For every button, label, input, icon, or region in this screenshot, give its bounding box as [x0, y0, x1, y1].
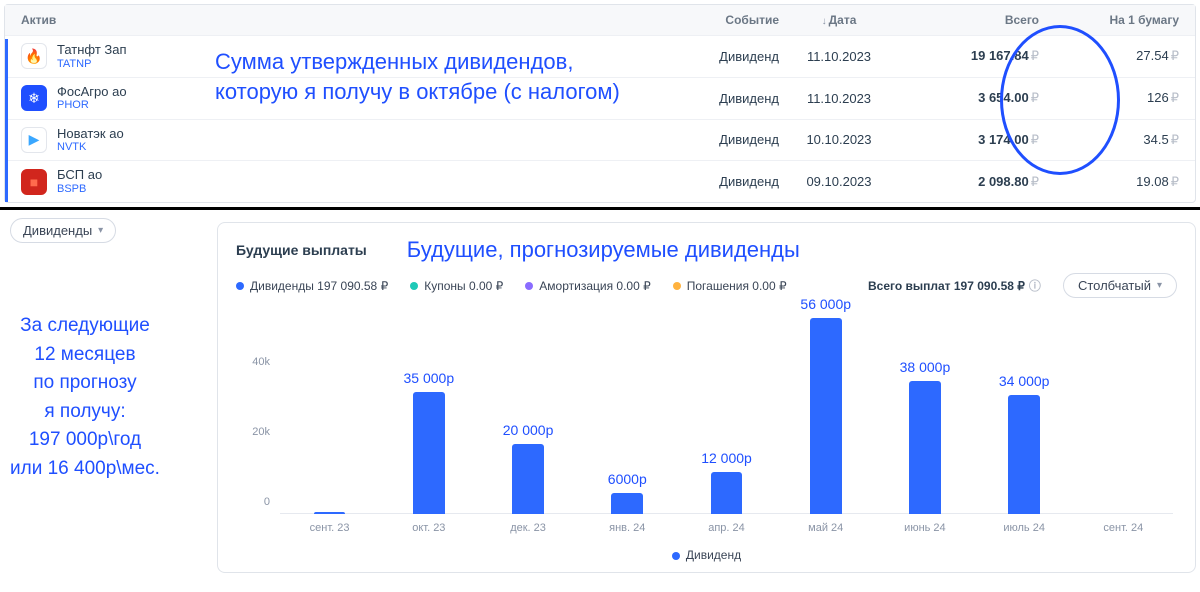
legend-coupons[interactable]: Купоны 0.00 ₽ — [410, 279, 503, 293]
metric-dropdown[interactable]: Дивиденды ▾ — [10, 218, 116, 243]
col-header-total[interactable]: Всего — [899, 13, 1039, 27]
table-row[interactable]: ■ БСП ао BSPB Дивиденд 09.10.2023 2 098.… — [5, 160, 1195, 202]
table-accent-bar — [5, 39, 8, 202]
y-tick: 40k — [252, 356, 270, 368]
chart-bar[interactable] — [611, 493, 643, 514]
legend-redemp[interactable]: Погашения 0.00 ₽ — [673, 279, 787, 293]
chart-bar[interactable] — [711, 472, 743, 514]
x-tick: янв. 24 — [578, 516, 677, 544]
per-share-cell: 34.5₽ — [1039, 132, 1179, 148]
event-cell: Дивиденд — [659, 91, 779, 106]
asset-ticker[interactable]: NVTK — [57, 141, 124, 154]
date-cell: 10.10.2023 — [779, 132, 899, 147]
chart-area: 020k40k 35 000р20 000р6000р12 000р56 000… — [236, 304, 1177, 544]
legend-total: Всего выплат 197 090.58 ₽ⓘ — [868, 277, 1041, 294]
col-header-event[interactable]: Событие — [659, 13, 779, 27]
x-tick: май 24 — [776, 516, 875, 544]
total-cell: 3 654.00₽ — [899, 90, 1039, 106]
chart-bar[interactable] — [413, 392, 445, 515]
table-row[interactable]: ❄ ФосАгро ао PHOR Дивиденд 11.10.2023 3 … — [5, 77, 1195, 119]
asset-name: Татнфт Зап — [57, 42, 127, 58]
bar-value-label: 38 000р — [900, 359, 951, 375]
bar-value-label: 35 000р — [404, 370, 455, 386]
total-cell: 3 174.00₽ — [899, 132, 1039, 148]
date-cell: 09.10.2023 — [779, 174, 899, 189]
event-cell: Дивиденд — [659, 49, 779, 64]
bar-value-label: 12 000р — [701, 450, 752, 466]
annotation-forecast-title: Будущие, прогнозируемые дивиденды — [407, 237, 800, 263]
chevron-down-icon: ▾ — [98, 225, 103, 236]
bar-value-label: 20 000р — [503, 422, 554, 438]
asset-name: БСП ао — [57, 167, 102, 183]
chart-title: Будущие выплаты — [236, 242, 367, 258]
x-tick: июль 24 — [975, 516, 1074, 544]
asset-icon: 🔥 — [21, 43, 47, 69]
chart-bar[interactable] — [909, 381, 941, 514]
col-header-asset[interactable]: Актив — [21, 13, 371, 27]
sort-desc-icon: ↓ — [822, 16, 827, 27]
y-tick: 20k — [252, 426, 270, 438]
asset-ticker[interactable]: BSPB — [57, 183, 102, 196]
y-tick: 0 — [264, 496, 270, 508]
chart-bar[interactable] — [810, 318, 842, 514]
chart-panel: Будущие выплаты Будущие, прогнозируемые … — [217, 222, 1196, 573]
per-share-cell: 19.08₽ — [1039, 174, 1179, 190]
table-header-row: Актив Событие ↓Дата Всего На 1 бумагу — [5, 5, 1195, 35]
total-cell: 19 167.84₽ — [899, 48, 1039, 64]
x-tick: дек. 23 — [478, 516, 577, 544]
col-header-date[interactable]: ↓Дата — [779, 13, 899, 27]
bar-value-label: 56 000р — [800, 296, 851, 312]
dividend-table: Актив Событие ↓Дата Всего На 1 бумагу 🔥 … — [4, 4, 1196, 203]
total-cell: 2 098.80₽ — [899, 174, 1039, 190]
event-cell: Дивиденд — [659, 132, 779, 147]
date-cell: 11.10.2023 — [779, 49, 899, 64]
annotation-forecast-left: За следующие 12 месяцев по прогнозу я по… — [4, 222, 209, 573]
x-tick: окт. 23 — [379, 516, 478, 544]
bar-value-label: 34 000р — [999, 373, 1050, 389]
x-tick: сент. 24 — [1074, 516, 1173, 544]
chevron-down-icon: ▾ — [1157, 280, 1162, 291]
chart-legend: Дивиденды 197 090.58 ₽ Купоны 0.00 ₽ Амо… — [236, 273, 1177, 298]
x-tick: сент. 23 — [280, 516, 379, 544]
asset-name: ФосАгро ао — [57, 84, 127, 100]
event-cell: Дивиденд — [659, 174, 779, 189]
date-cell: 11.10.2023 — [779, 91, 899, 106]
legend-dividends[interactable]: Дивиденды 197 090.58 ₽ — [236, 279, 388, 293]
x-tick: апр. 24 — [677, 516, 776, 544]
per-share-cell: 27.54₽ — [1039, 48, 1179, 64]
asset-ticker[interactable]: PHOR — [57, 99, 127, 112]
section-divider — [0, 207, 1200, 210]
bar-value-label: 6000р — [608, 471, 647, 487]
table-row[interactable]: ▶ Новатэк ао NVTK Дивиденд 10.10.2023 3 … — [5, 119, 1195, 161]
asset-name: Новатэк ао — [57, 126, 124, 142]
asset-ticker[interactable]: TATNP — [57, 58, 127, 71]
metric-dropdown-label: Дивиденды — [23, 223, 92, 238]
help-icon[interactable]: ⓘ — [1029, 279, 1041, 293]
chart-series-legend: Дивиденд — [236, 548, 1177, 562]
table-row[interactable]: 🔥 Татнфт Зап TATNP Дивиденд 11.10.2023 1… — [5, 35, 1195, 77]
chart-bar[interactable] — [314, 512, 346, 514]
asset-icon: ■ — [21, 169, 47, 195]
chart-type-dropdown[interactable]: Столбчатый▾ — [1063, 273, 1177, 298]
legend-amort[interactable]: Амортизация 0.00 ₽ — [525, 279, 650, 293]
x-tick: июнь 24 — [875, 516, 974, 544]
chart-bar[interactable] — [512, 444, 544, 514]
chart-bar[interactable] — [1008, 395, 1040, 514]
asset-icon: ❄ — [21, 85, 47, 111]
col-header-per-share[interactable]: На 1 бумагу — [1039, 13, 1179, 27]
per-share-cell: 126₽ — [1039, 90, 1179, 106]
asset-icon: ▶ — [21, 127, 47, 153]
